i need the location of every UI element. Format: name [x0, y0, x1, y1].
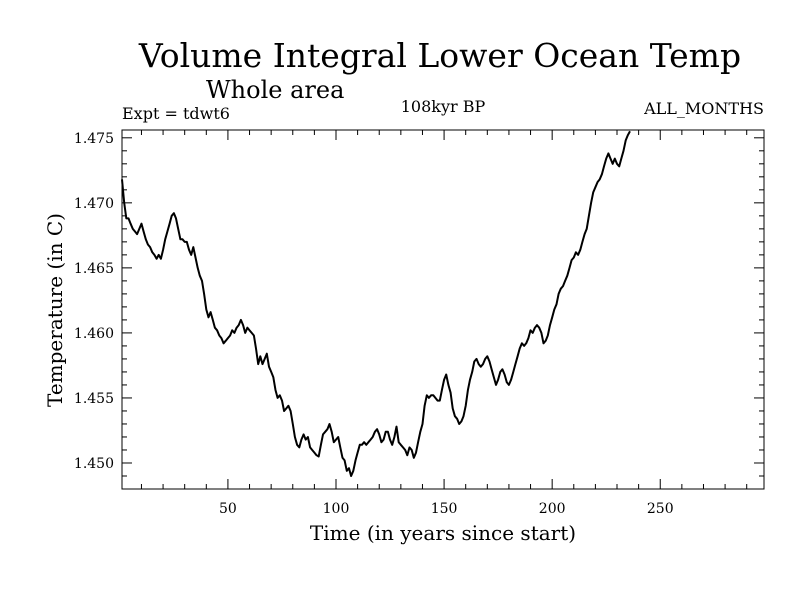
x-tick-label: 200: [539, 501, 566, 517]
x-tick-label: 250: [647, 501, 674, 517]
x-axis-label: Time (in years since start): [310, 521, 576, 545]
y-tick-label: 1.450: [74, 456, 114, 472]
y-axis-label: Temperature (in C): [43, 213, 67, 407]
x-axis-ticks: [140, 130, 748, 489]
x-axis-tick-labels: 50 100 150 200 250: [219, 501, 674, 517]
y-tick-label: 1.455: [74, 391, 114, 407]
annotation-months: ALL_MONTHS: [643, 99, 764, 118]
y-tick-label: 1.465: [74, 261, 114, 277]
x-tick-label: 50: [219, 501, 237, 517]
chart-title: Volume Integral Lower Ocean Temp: [138, 36, 741, 75]
plot-frame: [121, 129, 765, 490]
x-tick-label: 100: [323, 501, 350, 517]
y-axis-ticks: [122, 137, 764, 490]
annotation-period: 108kyr BP: [401, 97, 486, 116]
chart-subtitle: Whole area: [206, 76, 344, 104]
x-tick-label: 150: [431, 501, 458, 517]
temperature-series-line: [121, 130, 631, 477]
annotation-expt: Expt = tdwt6: [122, 104, 230, 123]
y-tick-label: 1.475: [74, 131, 114, 147]
y-axis-tick-labels: 1.450 1.455 1.460 1.465 1.470 1.475: [74, 131, 114, 472]
y-tick-label: 1.460: [74, 326, 114, 342]
y-tick-label: 1.470: [74, 196, 114, 212]
